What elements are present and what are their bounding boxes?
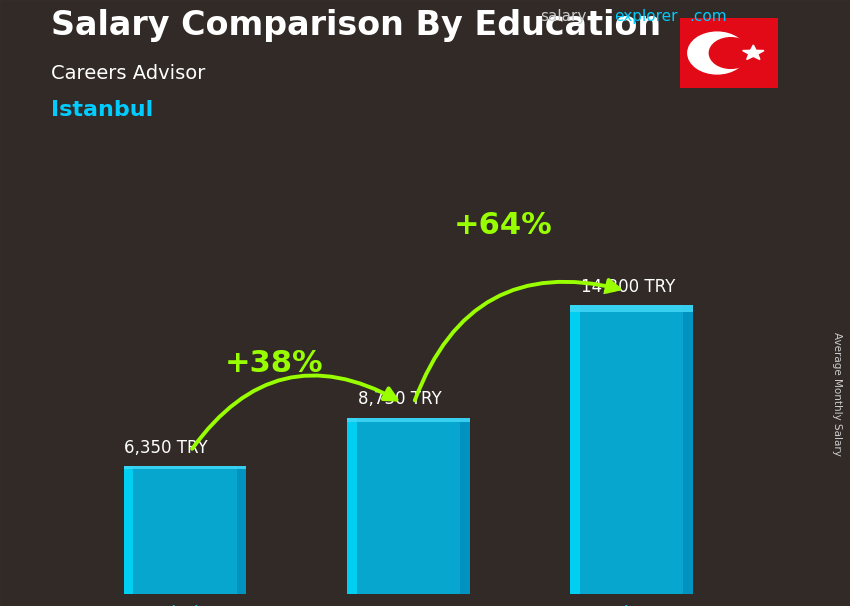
Text: .com: .com — [689, 9, 727, 24]
Bar — [570, 305, 693, 312]
Bar — [123, 465, 133, 594]
Bar — [347, 418, 470, 422]
Text: +38%: +38% — [225, 349, 324, 378]
Bar — [123, 465, 246, 594]
Bar — [347, 418, 470, 594]
Bar — [236, 465, 246, 594]
Text: Salary Comparison By Education: Salary Comparison By Education — [51, 9, 661, 42]
Text: 6,350 TRY: 6,350 TRY — [123, 439, 207, 456]
Text: Istanbul: Istanbul — [51, 100, 153, 120]
Polygon shape — [743, 45, 764, 59]
Text: Careers Advisor: Careers Advisor — [51, 64, 206, 82]
Bar — [570, 305, 580, 594]
Bar — [683, 305, 693, 594]
Circle shape — [688, 32, 746, 74]
Text: +64%: +64% — [454, 210, 552, 239]
Circle shape — [709, 38, 752, 68]
Bar — [570, 305, 693, 594]
Text: 8,730 TRY: 8,730 TRY — [358, 390, 442, 408]
Text: salary: salary — [540, 9, 586, 24]
Text: explorer: explorer — [615, 9, 678, 24]
Bar — [123, 465, 246, 469]
Text: 14,300 TRY: 14,300 TRY — [581, 278, 676, 296]
Bar — [460, 418, 470, 594]
Bar — [347, 418, 357, 594]
Text: Average Monthly Salary: Average Monthly Salary — [832, 332, 842, 456]
